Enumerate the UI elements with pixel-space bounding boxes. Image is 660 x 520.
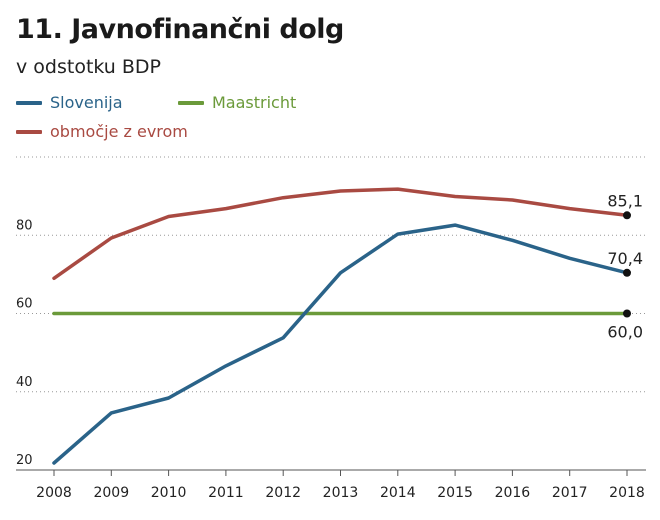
- x-tick-label-2012: 2012: [265, 485, 301, 501]
- x-tick-label-2015: 2015: [437, 485, 473, 501]
- end-dot-slovenia: [623, 268, 631, 277]
- legend-label-obmocje-z-evrom: območje z evrom: [50, 122, 188, 141]
- x-tick-label-2010: 2010: [151, 485, 187, 501]
- end-label-slovenia: 70,4: [607, 249, 643, 268]
- x-tick-label-2014: 2014: [380, 485, 416, 501]
- x-tick-label-2016: 2016: [495, 485, 531, 501]
- x-tick-label-2011: 2011: [208, 485, 244, 501]
- legend-swatch-slovenija: [16, 100, 42, 105]
- y-tick-label-80: 80: [16, 218, 33, 233]
- legend-swatch-obmocje-z-evrom: [16, 129, 42, 134]
- series-line-slovenia: [52, 223, 629, 465]
- legend-swatch-maastricht: [178, 100, 204, 105]
- legend-item-slovenija: Slovenija: [16, 93, 123, 112]
- y-tick-label-40: 40: [16, 375, 33, 390]
- y-tick-label-20: 20: [16, 453, 33, 468]
- legend-item-maastricht: Maastricht: [178, 93, 296, 112]
- end-label-eurozone: 85,1: [607, 191, 643, 210]
- end-dot-eurozone: [623, 211, 631, 220]
- x-tick-label-2008: 2008: [36, 485, 72, 501]
- end-dot-maastricht: [623, 309, 631, 318]
- x-tick-label-2009: 2009: [93, 485, 129, 501]
- end-label-maastricht: 60,0: [607, 323, 643, 342]
- x-tick-label-2017: 2017: [552, 485, 588, 501]
- legend-label-maastricht: Maastricht: [212, 93, 297, 112]
- x-tick-label-2018: 2018: [609, 485, 645, 501]
- series-line-eurozone: [52, 187, 629, 281]
- legend-item-obmocje-z-evrom: območje z evrom: [16, 122, 188, 141]
- legend-label-slovenija: Slovenija: [50, 93, 123, 112]
- chart-title: 11. Javnofinančni dolg: [16, 14, 344, 45]
- y-tick-label-60: 60: [16, 297, 33, 312]
- x-tick-label-2013: 2013: [323, 485, 359, 501]
- chart-subtitle: v odstotku BDP: [16, 56, 162, 78]
